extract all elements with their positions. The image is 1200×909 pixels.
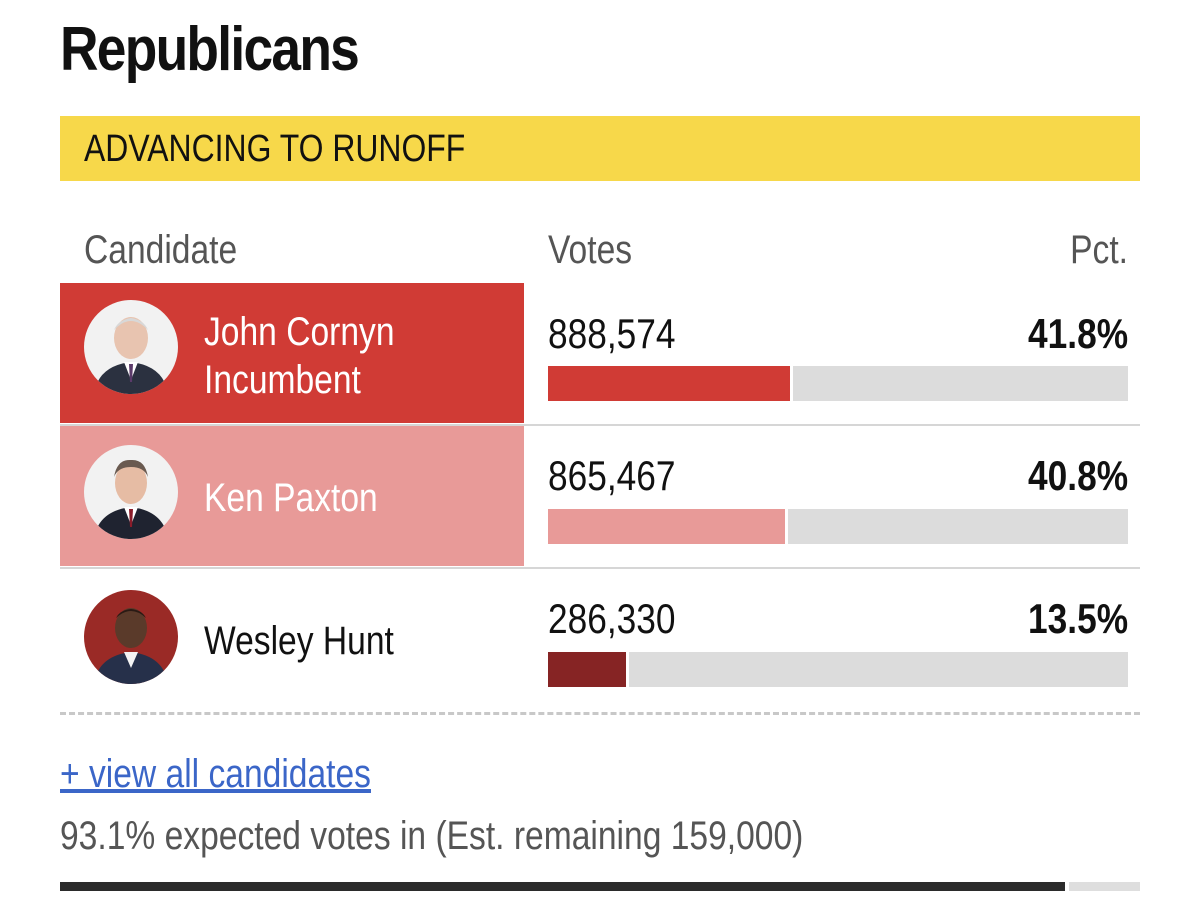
- pct-cornyn: 41.8%: [1027, 310, 1128, 357]
- expected-votes-progress-fill: [60, 882, 1070, 891]
- view-all-candidates-link[interactable]: + view all candidates: [60, 752, 371, 796]
- runoff-banner: [60, 116, 1140, 181]
- row-divider: [60, 424, 1140, 426]
- vote-bar-hunt: [548, 652, 1128, 687]
- portrait-cornyn: [84, 300, 178, 394]
- runoff-banner-text: ADVANCING TO RUNOFF: [84, 128, 466, 170]
- row-divider: [60, 567, 1140, 569]
- vote-bar-paxton: [548, 509, 1128, 544]
- vote-bar-fill-cornyn: [548, 366, 794, 401]
- vote-bar-cornyn: [548, 366, 1128, 401]
- dashed-divider: [60, 712, 1140, 715]
- pct-hunt: 13.5%: [1027, 595, 1128, 642]
- column-header-votes: Votes: [548, 228, 633, 272]
- avatar-cornyn: [84, 300, 178, 394]
- vote-bar-fill-paxton: [548, 509, 788, 544]
- votes-cornyn: 888,574: [548, 310, 676, 357]
- votes-paxton: 865,467: [548, 452, 676, 499]
- pct-paxton: 40.8%: [1027, 452, 1128, 499]
- vote-bar-fill-hunt: [548, 652, 630, 687]
- candidate-name-paxton: Ken Paxton: [204, 476, 378, 520]
- incumbent-label: Incumbent: [204, 358, 361, 402]
- column-header-pct-label: Pct.: [1070, 228, 1128, 272]
- candidate-name-cornyn: John Cornyn: [204, 310, 395, 354]
- votes-hunt: 286,330: [548, 595, 676, 642]
- avatar-paxton: [84, 445, 178, 539]
- portrait-hunt: [84, 590, 178, 684]
- portrait-paxton: [84, 445, 178, 539]
- column-header-candidate: Candidate: [84, 228, 238, 272]
- section-title: Republicans: [60, 15, 360, 84]
- expected-votes-text: 93.1% expected votes in (Est. remaining …: [60, 814, 804, 858]
- avatar-hunt: [84, 590, 178, 684]
- expected-votes-progress: [60, 882, 1140, 891]
- candidate-name-hunt: Wesley Hunt: [204, 619, 394, 663]
